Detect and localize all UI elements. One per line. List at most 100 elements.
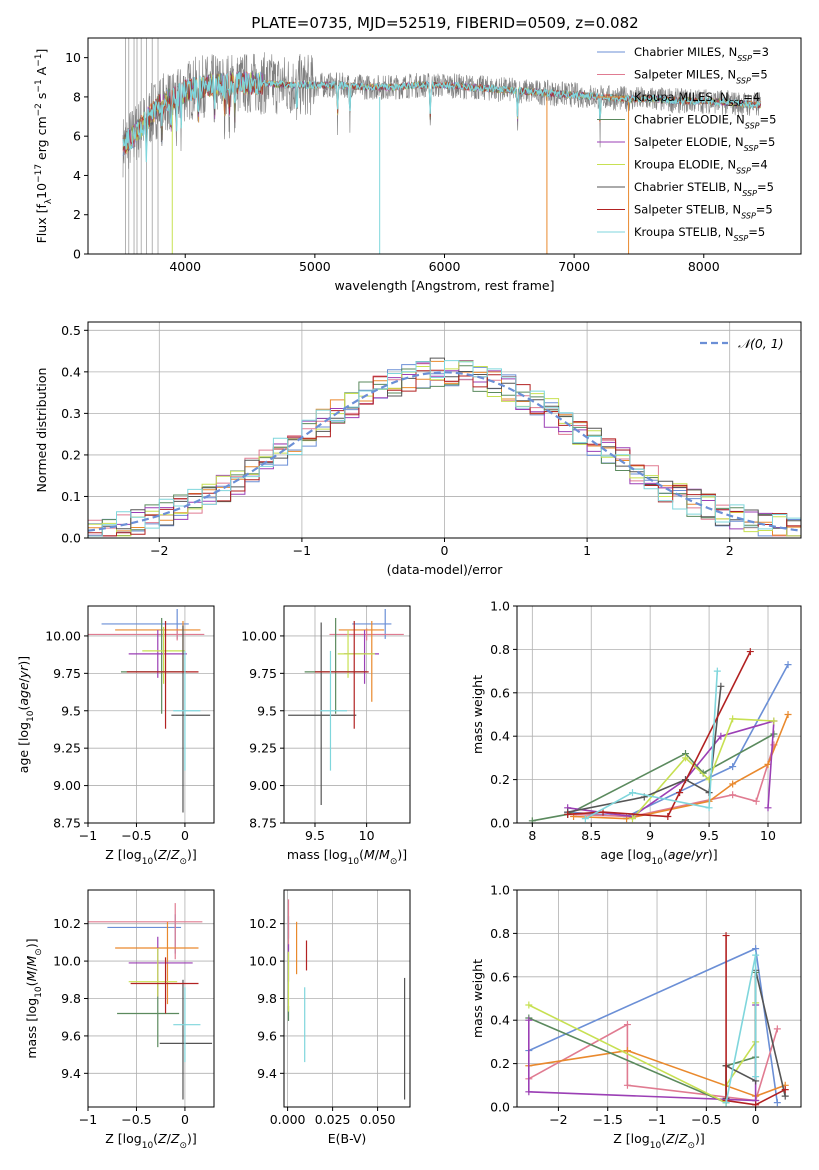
tick-label-y: 9.5: [61, 703, 81, 718]
tick-label-y: 0.1: [61, 489, 81, 504]
tick-label-y: 0.0: [490, 1100, 510, 1115]
tick-label-y: 0.8: [490, 642, 510, 657]
tick-label-y: 0.2: [490, 772, 510, 787]
axis-label-y-age: age [log10(age/yr)]: [16, 656, 36, 773]
legend-label: Chabrier STELIB, NSSP=5: [634, 180, 774, 198]
tick-label-y: 0: [73, 247, 81, 262]
weight-marker: [717, 732, 725, 740]
tick-label-x: 10: [359, 828, 375, 843]
tick-label-y: 9.25: [53, 741, 81, 756]
tick-label-y: 2: [73, 207, 81, 222]
tick-label-y: 0.4: [490, 729, 510, 744]
tick-label-x: 1: [583, 543, 591, 558]
tick-label-y: 1.0: [490, 883, 510, 898]
weight-marker: [729, 763, 737, 771]
tick-label-y: 0.4: [61, 364, 81, 379]
weight-line: [567, 664, 789, 818]
weight-marker: [752, 951, 760, 959]
weight-marker: [628, 789, 636, 797]
weight_vs_age-lines: [528, 648, 792, 825]
weight-marker: [770, 717, 778, 725]
tick-label-x: −0.5: [691, 1112, 721, 1127]
spectrum-legend: Chabrier MILES, NSSP=3 Salpeter MILES, NS…: [597, 45, 776, 243]
weight-marker: [722, 932, 730, 940]
tick-label-y: 9.75: [53, 666, 81, 681]
weight-line: [528, 1049, 786, 1098]
weight-marker: [781, 1086, 789, 1094]
axis-label-x: wavelength [Angstrom, rest frame]: [334, 278, 554, 293]
tick-label-y: 9.6: [61, 1028, 81, 1043]
tick-label-x: 4000: [169, 259, 201, 274]
weight-marker: [784, 711, 792, 718]
tick-label-y: 0.6: [490, 969, 510, 984]
tick-label-x: 9.5: [699, 828, 719, 843]
tick-label-y: 4: [73, 168, 81, 183]
weight-marker: [599, 808, 607, 816]
tick-label-x: 8000: [688, 259, 720, 274]
tick-label-y: 10.00: [45, 628, 81, 643]
axes-frame: [87, 605, 215, 824]
weight-line: [528, 1005, 757, 1102]
tick-label-y: 0.3: [61, 406, 81, 421]
weight-marker: [722, 1099, 730, 1107]
tick-label-x: −1: [293, 543, 311, 558]
weight-marker: [676, 789, 684, 797]
tick-label-y: 10.00: [241, 628, 277, 643]
tick-label-x: 7000: [558, 259, 590, 274]
figure-title: PLATE=0735, MJD=52519, FIBERID=0509, z=0…: [251, 14, 638, 32]
tick-label-x: 10: [760, 828, 776, 843]
tick-label-x: 0: [752, 1112, 760, 1127]
tick-label-x: −1: [648, 1112, 666, 1127]
weight-marker: [746, 648, 754, 656]
weight-marker: [623, 1047, 631, 1055]
spectrum-data-line: [122, 52, 762, 178]
tick-label-y: 9.00: [249, 778, 277, 793]
tick-label-y: 9.8: [61, 991, 81, 1006]
tick-label-y: 9.4: [257, 1066, 277, 1081]
tick-label-x: 6000: [429, 259, 461, 274]
weight-line: [584, 671, 719, 820]
histogram-step: [88, 365, 801, 537]
legend-label: Salpeter MILES, NSSP=5: [634, 68, 768, 86]
tick-label-x: −0.5: [121, 828, 151, 843]
age_vs_mass-points: [288, 608, 404, 806]
weight-marker: [525, 1001, 533, 1009]
axis-label-x: Z [log10(Z/Z⊙)]: [613, 1131, 705, 1151]
tick-label-y: 10.0: [53, 954, 81, 969]
tick-label-y: 0.5: [61, 323, 81, 338]
legend-label: Kroupa STELIB, NSSP=5: [634, 225, 765, 243]
axis-label-y-mass: mass [log10(M/M⊙)]: [24, 938, 44, 1058]
tick-label-x: 8: [528, 828, 536, 843]
tick-label-y: 9.25: [249, 741, 277, 756]
legend-label: Salpeter STELIB, NSSP=5: [634, 203, 773, 221]
tick-label-y: 9.75: [249, 666, 277, 681]
age_vs_Z-points: [88, 608, 211, 813]
histogram-group: [87, 357, 802, 537]
weight-marker: [623, 1021, 631, 1029]
axes-frame: [283, 605, 411, 824]
tick-label-y: 8.75: [249, 816, 277, 831]
tick-label-y: 0.2: [490, 1056, 510, 1071]
tick-label-x: 0.050: [360, 1112, 396, 1127]
tick-label-y: 1.0: [490, 599, 510, 614]
tick-label-y: 0.2: [61, 447, 81, 462]
tick-label-y: 10: [65, 50, 81, 65]
weight-marker: [784, 661, 792, 669]
weight-line: [725, 954, 757, 1103]
axis-label-y-weight: mass weight: [470, 675, 485, 754]
mass_vs_Z-points: [88, 903, 213, 1100]
weight-marker: [525, 1088, 533, 1096]
tick-label-y: 10.2: [53, 916, 81, 931]
weight-marker: [773, 1099, 781, 1107]
weight_vs_Z-lines: [525, 932, 789, 1109]
weight-marker: [729, 780, 737, 788]
histogram-step: [88, 360, 801, 537]
weight-marker: [717, 682, 725, 690]
legend-layer: Chabrier MILES, NSSP=3 Salpeter MILES, NS…: [597, 45, 784, 351]
legend-label: Salpeter ELODIE, NSSP=5: [634, 135, 775, 153]
weight-marker: [664, 812, 672, 820]
weight-marker: [752, 945, 760, 953]
tick-label-y: 0.6: [490, 685, 510, 700]
